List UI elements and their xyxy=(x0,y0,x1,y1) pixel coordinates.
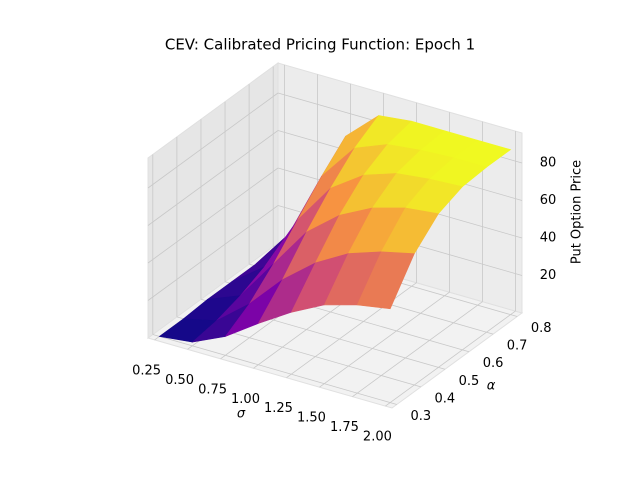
z-axis-label: Put Option Price xyxy=(570,160,585,264)
grid-line xyxy=(152,334,397,405)
grid-line xyxy=(147,130,279,226)
y-axis-label: α xyxy=(487,379,496,394)
y-tick-label: 0.6 xyxy=(483,356,504,371)
x-tick-label: 0.50 xyxy=(165,373,194,388)
y-tick-label: 0.4 xyxy=(435,391,456,406)
grid-line xyxy=(147,92,279,189)
grid-line xyxy=(385,310,516,407)
x-tick-label: 1.50 xyxy=(297,411,326,426)
z-tick-label: 80 xyxy=(540,156,557,171)
y-tick-label: 0.7 xyxy=(507,339,528,354)
z-tick-label: 20 xyxy=(540,268,557,283)
x-tick-label: 0.25 xyxy=(132,363,161,378)
x-tick-label: 0.75 xyxy=(198,382,227,397)
chart-title: CEV: Calibrated Pricing Function: Epoch … xyxy=(165,36,475,54)
x-tick-label: 1.25 xyxy=(264,401,293,416)
z-tick-label: 40 xyxy=(540,231,557,246)
z-tick-label: 60 xyxy=(540,193,557,208)
x-tick-label: 1.00 xyxy=(231,392,260,407)
grid-line xyxy=(319,291,450,388)
grid-line xyxy=(147,205,279,301)
surface-cell xyxy=(356,251,415,310)
x-axis-label: σ xyxy=(237,407,246,422)
grid-line xyxy=(147,167,279,264)
y-tick-label: 0.3 xyxy=(410,409,431,424)
x-tick-label: 2.00 xyxy=(363,430,392,445)
y-tick-label: 0.5 xyxy=(459,374,480,389)
x-tick-label: 1.75 xyxy=(330,420,359,435)
grid-line xyxy=(352,301,483,397)
y-tick-label: 0.8 xyxy=(531,321,552,336)
